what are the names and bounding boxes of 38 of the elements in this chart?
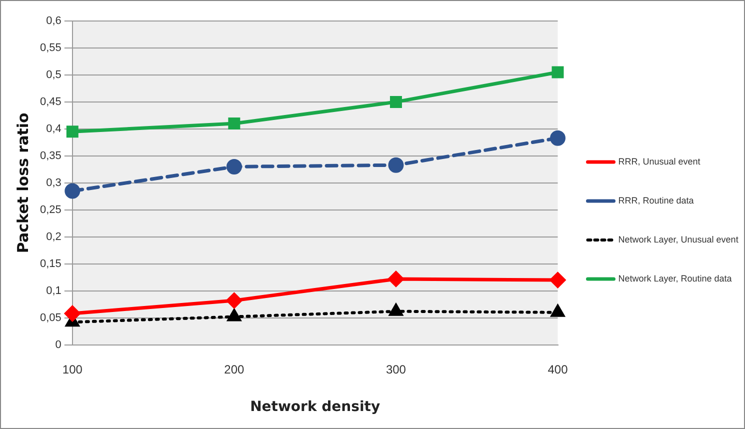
y-tick-label: 0,25 (40, 204, 62, 216)
y-tick-label: 0,05 (40, 312, 62, 324)
legend-label: RRR, Routine data (618, 195, 694, 206)
point (226, 292, 242, 308)
point (64, 306, 80, 322)
y-tick-label: 0,5 (46, 69, 62, 81)
point (550, 130, 566, 146)
x-tick-label: 300 (386, 362, 406, 376)
legend-label: Network Layer, Unusual event (618, 234, 739, 244)
point (64, 183, 80, 199)
y-tick-label: 0,15 (40, 258, 62, 270)
y-axis-title: Packet loss ratio (14, 112, 32, 254)
y-tick-label: 0,6 (46, 15, 62, 28)
legend-label: Network Layer, Routine data (618, 273, 732, 284)
point (227, 309, 241, 322)
x-tick-label: 100 (62, 362, 83, 376)
point (388, 271, 404, 287)
legend-label: RRR, Unusual event (618, 156, 701, 166)
y-tick-label: 0,35 (40, 150, 62, 162)
y-tick-label: 0,4 (46, 122, 62, 135)
y-tick-label: 0,1 (46, 284, 62, 297)
point (550, 272, 566, 288)
y-tick-label: 0,3 (46, 176, 62, 189)
point (226, 158, 242, 174)
point (66, 126, 78, 138)
point (389, 304, 403, 316)
y-tick-label: 0,2 (46, 230, 62, 243)
y-tick-label: 0 (55, 338, 62, 351)
point (551, 304, 564, 317)
point (390, 96, 402, 108)
y-tick-label: 0,55 (40, 42, 62, 54)
x-axis-title: Network density (250, 399, 380, 416)
x-tick-label: 400 (548, 362, 568, 376)
point (388, 157, 404, 173)
x-tick-label: 200 (224, 362, 245, 376)
point (228, 118, 240, 130)
y-tick-label: 0,45 (40, 96, 62, 108)
point (552, 66, 564, 78)
